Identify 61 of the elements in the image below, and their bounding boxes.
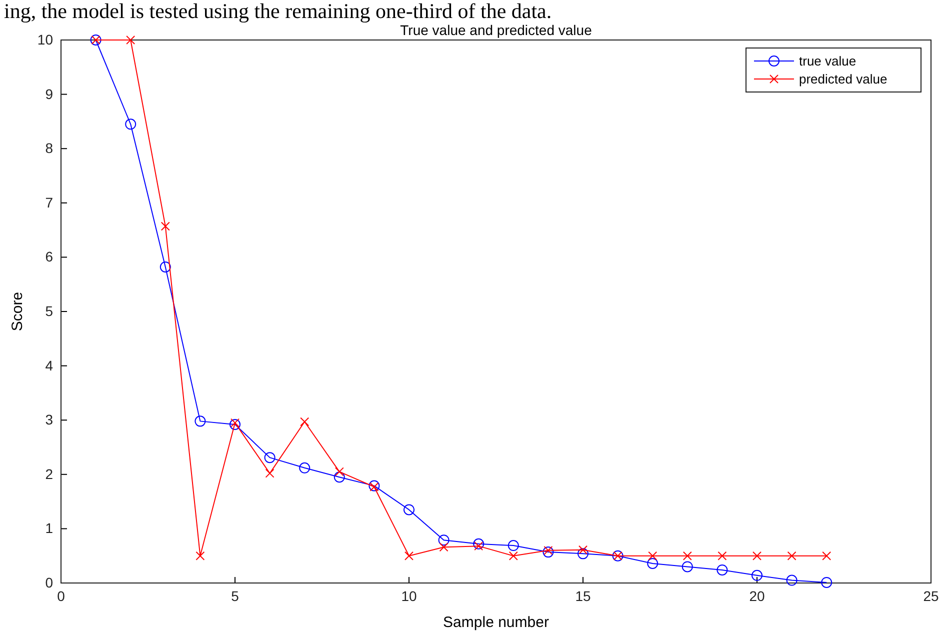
point xyxy=(196,551,205,560)
point xyxy=(648,551,658,560)
point xyxy=(787,551,796,560)
point xyxy=(334,467,344,476)
point xyxy=(542,546,554,558)
y-tick-label: 9 xyxy=(45,86,54,102)
point xyxy=(578,548,588,560)
point xyxy=(682,551,692,560)
point xyxy=(404,504,414,516)
point xyxy=(682,561,693,572)
point xyxy=(473,538,484,550)
point xyxy=(474,542,484,551)
x-axis-title: Sample number xyxy=(443,614,549,631)
x-tick-label: 15 xyxy=(575,588,591,604)
point xyxy=(508,540,519,552)
x-tick-label: 10 xyxy=(401,588,417,604)
y-tick-label: 4 xyxy=(45,357,54,374)
point xyxy=(821,576,832,588)
legend-label: true value xyxy=(799,54,856,68)
point xyxy=(718,551,727,560)
point xyxy=(334,472,345,483)
chart-title: True value and predicted value xyxy=(400,22,592,38)
text: ing, the model is tested using the remaining one-third of the data. xyxy=(4,0,552,23)
point xyxy=(752,570,762,581)
point xyxy=(160,222,170,231)
point xyxy=(125,118,136,130)
point xyxy=(404,551,414,560)
point xyxy=(647,558,658,569)
point xyxy=(716,564,728,576)
point xyxy=(126,36,136,44)
y-axis-title: Score xyxy=(9,292,26,332)
x-tick-label: 25 xyxy=(923,588,939,604)
point xyxy=(299,462,310,474)
y-tick-label: 8 xyxy=(45,140,54,156)
point xyxy=(439,542,448,552)
y-tick-label: 0 xyxy=(45,574,54,590)
point xyxy=(578,545,588,554)
y-tick-label: 3 xyxy=(45,412,54,428)
point xyxy=(786,574,798,586)
y-tick-label: 6 xyxy=(45,248,54,265)
point xyxy=(822,551,832,560)
point xyxy=(230,418,240,430)
y-tick-label: 7 xyxy=(45,194,54,210)
y-tick-label: 10 xyxy=(37,31,54,48)
legend-label: predicted value xyxy=(799,72,888,86)
point xyxy=(160,261,171,272)
point xyxy=(544,546,553,555)
point xyxy=(508,551,518,560)
y-tick-label: 1 xyxy=(45,520,54,536)
point xyxy=(752,551,762,560)
x-tick-label: 0 xyxy=(57,588,66,604)
y-tick-label: 2 xyxy=(45,466,54,482)
point xyxy=(230,418,240,428)
x-tick-label: 20 xyxy=(749,588,765,604)
x-tick-label: 5 xyxy=(231,588,240,604)
point xyxy=(265,468,274,478)
y-tick-label: 5 xyxy=(45,302,54,319)
point xyxy=(438,534,450,546)
point xyxy=(264,452,276,464)
point xyxy=(194,416,206,427)
point xyxy=(300,417,310,426)
